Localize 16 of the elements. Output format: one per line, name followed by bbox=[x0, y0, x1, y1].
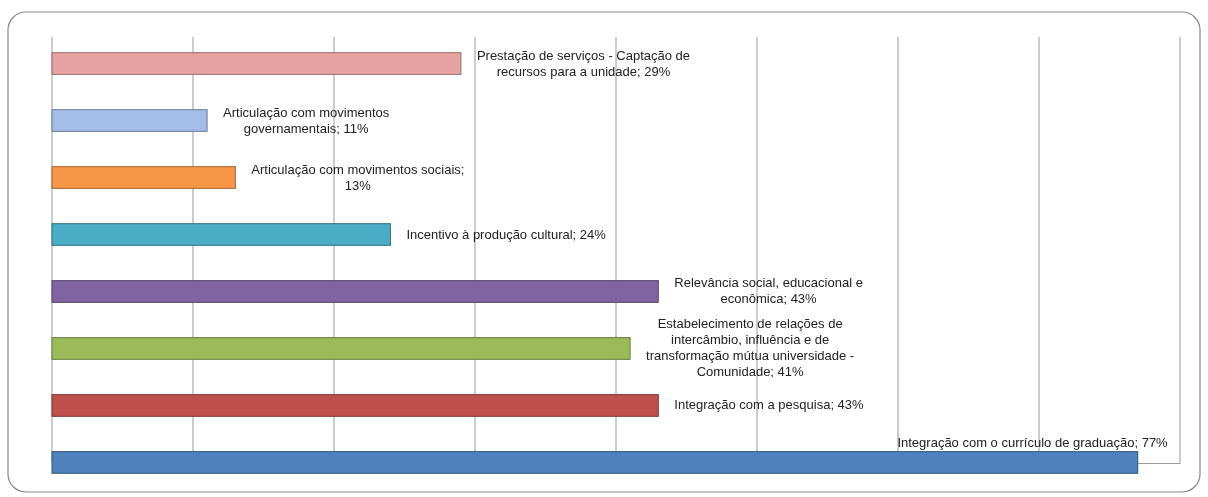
bar bbox=[51, 52, 462, 75]
bar bbox=[51, 280, 659, 303]
bar bbox=[51, 166, 236, 189]
bar bbox=[51, 223, 391, 246]
bar bbox=[51, 337, 631, 360]
data-label: Integração com a pesquisa; 43% bbox=[674, 397, 865, 413]
data-label: Articulação com movimentos governamentais; 11% bbox=[223, 104, 390, 136]
data-label: Estabelecimento de relações de intercâmbio, influência e de transformação mútua universidade - Comunidade; 41% bbox=[646, 316, 855, 380]
data-label: Integração com o currículo de graduação; 77% bbox=[897, 434, 1169, 450]
bar bbox=[51, 109, 208, 132]
data-label: Relevância social, educacional e econômica; 43% bbox=[674, 275, 863, 307]
data-label: Articulação com movimentos sociais; 13% bbox=[251, 161, 465, 193]
bar bbox=[51, 394, 659, 417]
data-label: Incentivo à produção cultural; 24% bbox=[406, 226, 607, 242]
data-label: Prestação de serviços - Captação de recursos para a unidade; 29% bbox=[476, 47, 691, 79]
bar bbox=[51, 451, 1139, 474]
